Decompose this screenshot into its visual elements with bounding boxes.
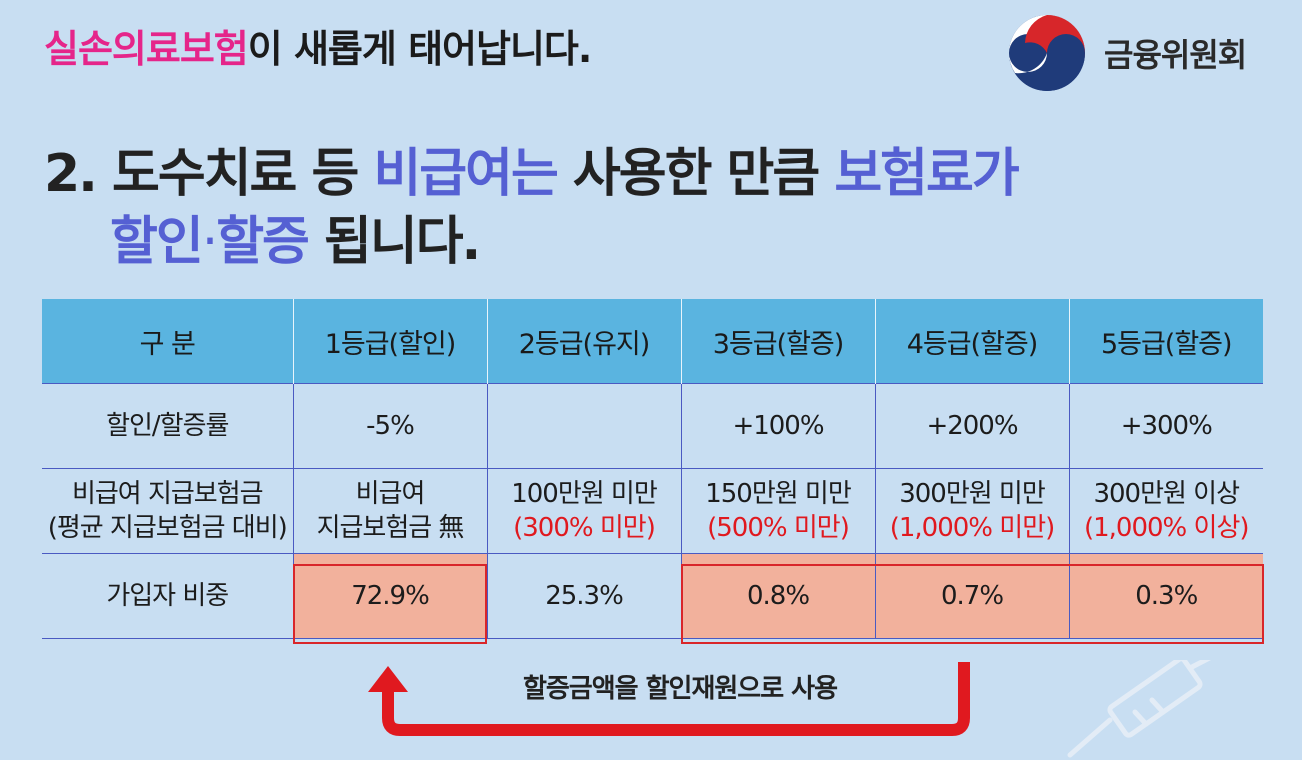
benefit-label-line1: 비급여 지급보험금	[71, 479, 264, 509]
headline: 2. 도수치료 등 비급여는 사용한 만큼 보험료가 할인·할증 됩니다.	[44, 140, 1020, 276]
benefit-grade-3: 150만원 미만 (500% 미만)	[680, 468, 875, 554]
share-label: 가입자 비중	[42, 553, 293, 639]
header-grade-4: 4등급(할증)	[874, 299, 1069, 384]
headline-prefix: 2. 도수치료 등	[44, 144, 374, 204]
header-grade-3: 3등급(할증)	[680, 299, 875, 384]
header-title: 실손의료보험이 새롭게 태어납니다.	[44, 18, 593, 73]
header-grade-1: 1등급(할인)	[292, 299, 487, 384]
rate-grade-3: +100%	[680, 383, 875, 469]
share-grade-3: 0.8%	[680, 553, 875, 639]
benefit-grade-4: 300만원 미만 (1,000% 미만)	[874, 468, 1069, 554]
headline-highlight-4: 할증	[216, 212, 310, 272]
headline-highlight-2: 보험료가	[834, 144, 1019, 204]
benefit-grade-1-line1: 비급여	[355, 479, 426, 509]
rate-grade-4: +200%	[874, 383, 1069, 469]
headline-highlight-3: 할인	[110, 212, 204, 272]
rate-grade-2	[486, 383, 681, 469]
benefit-grade-4-line1: 300만원 미만	[899, 479, 1046, 509]
share-grade-2: 25.3%	[486, 553, 681, 639]
rate-grade-1: -5%	[292, 383, 487, 469]
header-category: 구 분	[42, 299, 293, 384]
benefit-label: 비급여 지급보험금 (평균 지급보험금 대비)	[42, 468, 293, 554]
header-grade-5: 5등급(할증)	[1068, 299, 1263, 384]
benefit-grade-2-line1: 100만원 미만	[511, 479, 658, 509]
grade-table: 구 분 1등급(할인) 2등급(유지) 3등급(할증) 4등급(할증) 5등급(…	[42, 299, 1263, 639]
rate-grade-5: +300%	[1068, 383, 1263, 469]
syringe-icon	[1067, 660, 1212, 758]
table-header-row: 구 분 1등급(할인) 2등급(유지) 3등급(할증) 4등급(할증) 5등급(…	[42, 299, 1263, 384]
headline-mid: 사용한 만큼	[556, 144, 835, 204]
benefit-grade-1-line2: 지급보험금 無	[316, 513, 465, 543]
table-row-rate: 할인/할증률 -5% +100% +200% +300%	[42, 383, 1263, 469]
title-rest: 이 새롭게 태어납니다.	[247, 27, 593, 71]
benefit-grade-3-line2: (500% 미만)	[707, 513, 850, 543]
rate-label: 할인/할증률	[42, 383, 293, 469]
benefit-label-line2: (평균 지급보험금 대비)	[47, 513, 288, 543]
header-grade-2: 2등급(유지)	[486, 299, 681, 384]
headline-highlight-1: 비급여는	[373, 144, 558, 204]
share-grade-5: 0.3%	[1068, 553, 1263, 639]
taegeuk-logo-icon	[1009, 15, 1085, 91]
table-row-share: 가입자 비중 72.9% 25.3% 0.8% 0.7% 0.3%	[42, 553, 1263, 639]
benefit-grade-5-line2: (1,000% 이상)	[1083, 513, 1250, 543]
title-highlight: 실손의료보험	[44, 27, 249, 71]
benefit-grade-4-line2: (1,000% 미만)	[889, 513, 1056, 543]
headline-line2: 할인·할증 됩니다.	[44, 208, 1018, 276]
share-grade-1: 72.9%	[292, 553, 487, 639]
u-turn-arrow-icon	[368, 662, 970, 736]
headline-dot: ·	[201, 212, 218, 272]
org-name: 금융위원회	[1104, 36, 1247, 74]
benefit-grade-5: 300만원 이상 (1,000% 이상)	[1068, 468, 1263, 554]
headline-suffix: 됩니다.	[307, 212, 481, 272]
arrow-label: 할증금액을 할인재원으로 사용	[522, 674, 838, 704]
share-grade-4: 0.7%	[874, 553, 1069, 639]
benefit-grade-3-line1: 150만원 미만	[705, 479, 852, 509]
benefit-grade-5-line1: 300만원 이상	[1093, 479, 1240, 509]
benefit-grade-2: 100만원 미만 (300% 미만)	[486, 468, 681, 554]
benefit-grade-2-line2: (300% 미만)	[513, 513, 656, 543]
